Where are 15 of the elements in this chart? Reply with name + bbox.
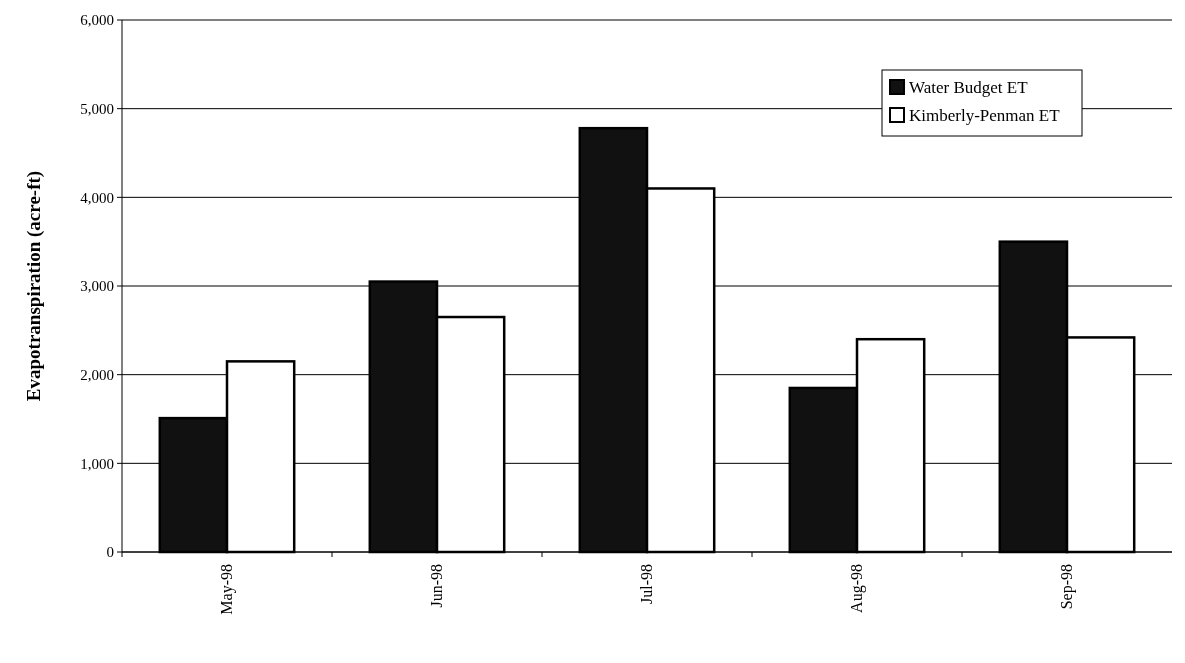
y-axis-title: Evapotranspiration (acre-ft) (23, 170, 45, 402)
x-tick-label: Jul-98 (638, 564, 655, 604)
y-tick-label: 1,000 (80, 455, 114, 472)
y-tick-label: 3,000 (80, 278, 114, 295)
y-tick-label: 0 (106, 544, 114, 561)
y-tick-label: 2,000 (80, 366, 114, 383)
y-tick-label: 5,000 (80, 100, 114, 117)
x-tick-label: May-98 (218, 564, 236, 615)
x-tick-label: Jun-98 (428, 564, 445, 608)
legend-label: Water Budget ET (909, 77, 1029, 97)
x-tick-label: Sep-98 (1058, 564, 1076, 610)
legend-label: Kimberly-Penman ET (909, 105, 1061, 125)
x-tick-label: Aug-98 (848, 564, 866, 613)
y-tick-label: 4,000 (80, 189, 114, 206)
y-tick-label: 6,000 (80, 12, 114, 29)
